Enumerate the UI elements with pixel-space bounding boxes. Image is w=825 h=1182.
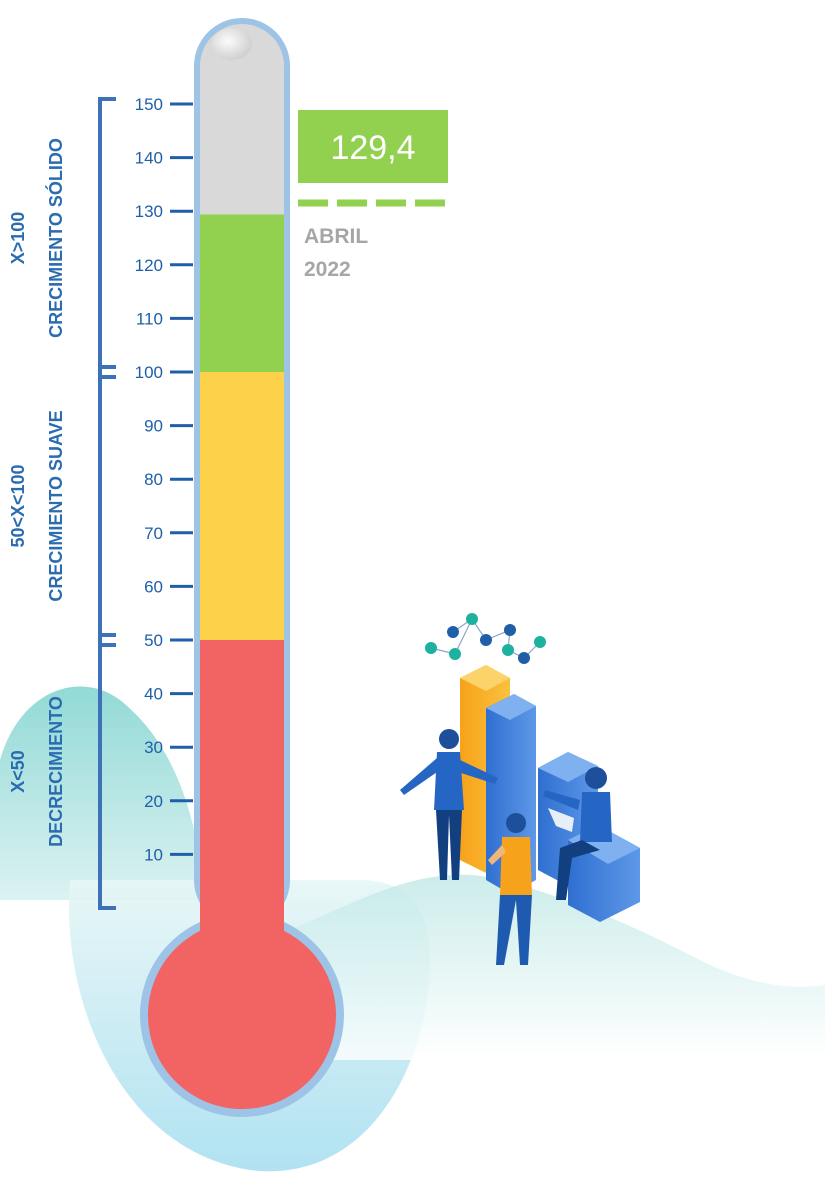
zone-label-line2: CRECIMIENTO SUAVE xyxy=(46,410,66,601)
tick-label: 60 xyxy=(144,577,163,596)
tick-label: 140 xyxy=(135,149,163,168)
value-label: 129,4 xyxy=(330,129,415,167)
tick-label: 130 xyxy=(135,202,163,221)
background-waves xyxy=(0,686,825,1172)
man-standing-icon xyxy=(488,813,532,965)
tick-label: 120 xyxy=(135,256,163,275)
zone-fill-0 xyxy=(200,640,284,960)
tick-label: 70 xyxy=(144,524,163,543)
network-nodes-icon xyxy=(425,613,546,664)
tick-label: 30 xyxy=(144,738,163,757)
zone-bracket-1 xyxy=(98,365,116,647)
thermometer xyxy=(140,18,344,1117)
zone-label-line1: X<50 xyxy=(8,750,28,793)
tick-marks: 150 140 130 120 110 100 90 80 70 60 50 40 30 20 10 xyxy=(135,95,193,864)
tick-label: 100 xyxy=(135,363,163,382)
date-year-label: 2022 xyxy=(304,258,351,281)
bulb-fill xyxy=(148,921,336,1109)
man-seated-laptop-icon xyxy=(543,767,612,900)
tick-label: 150 xyxy=(135,95,163,114)
tick-label: 50 xyxy=(144,631,163,650)
zone-bracket-0 xyxy=(98,633,116,910)
tick-label: 10 xyxy=(144,845,163,864)
zone-label-line2: CRECIMIENTO SÓLIDO xyxy=(45,138,66,338)
zone-bracket-2 xyxy=(98,97,116,379)
woman-presenting-icon xyxy=(400,729,498,880)
zone-brackets: X<50 DECRECIMIENTO 50<X<100 CRECIMIENTO SUA… xyxy=(8,97,116,910)
zone-label-line2: DECRECIMIENTO xyxy=(46,696,66,847)
right-wave-shape xyxy=(290,874,825,1060)
zone-label-line1: X>100 xyxy=(8,212,28,265)
tick-label: 40 xyxy=(144,685,163,704)
date-month-label: ABRIL xyxy=(304,225,368,248)
zone-fill-2 xyxy=(200,214,284,372)
value-box xyxy=(298,110,448,183)
tick-label: 90 xyxy=(144,417,163,436)
zone-label-line1: 50<X<100 xyxy=(8,464,28,547)
tube-cap-highlight xyxy=(212,28,252,60)
tick-label: 20 xyxy=(144,792,163,811)
current-value-marker: 129,4 ABRIL 2022 xyxy=(298,110,448,281)
zone-fills xyxy=(200,214,284,960)
business-team-chart-illustration xyxy=(400,613,640,965)
tick-label: 110 xyxy=(136,309,163,328)
zone-fill-1 xyxy=(200,372,284,640)
tick-label: 80 xyxy=(144,470,163,489)
